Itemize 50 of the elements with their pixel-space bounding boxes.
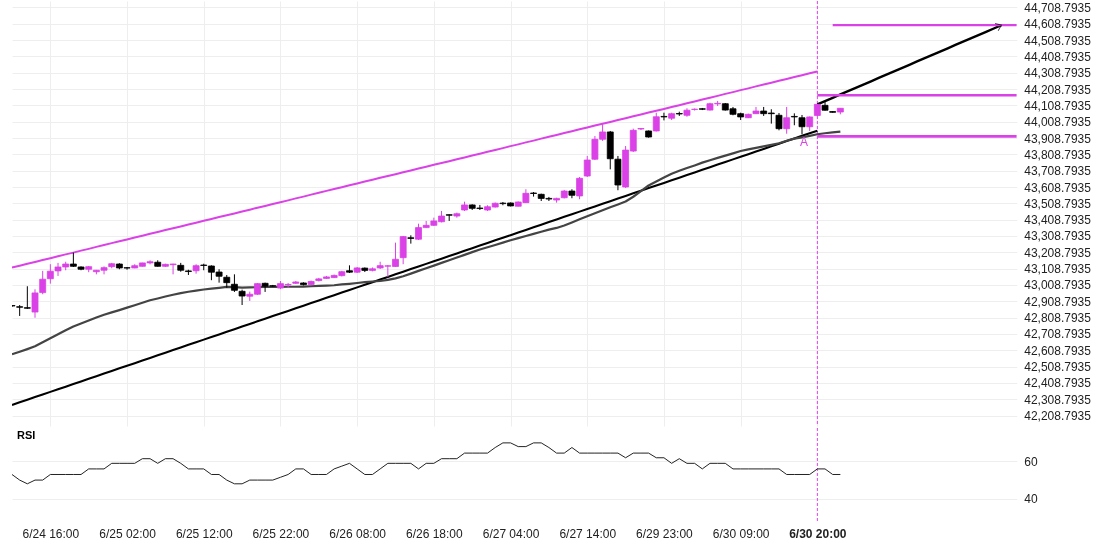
x-tick-label: 6/25 22:00 [252, 527, 310, 542]
candlestick [576, 176, 583, 200]
y-tick-label: 40 [1024, 492, 1038, 507]
y-tick-label: 42,508.7935 [1024, 360, 1092, 375]
y-tick-label: 44,508.7935 [1024, 33, 1092, 48]
x-tick-label: 6/26 08:00 [329, 527, 387, 542]
y-tick-label: 44,608.7935 [1024, 17, 1092, 32]
y-tick-label: 44,708.7935 [1024, 0, 1092, 15]
y-tick-label: 44,208.7935 [1024, 82, 1092, 97]
line-series [12, 130, 842, 356]
x-tick-label: 6/30 09:00 [712, 527, 770, 542]
candlestick [399, 235, 407, 265]
candlestick [691, 107, 699, 112]
y-tick-label: 42,708.7935 [1024, 327, 1092, 342]
y-tick-label: 44,108.7935 [1024, 98, 1092, 113]
y-tick-label: 42,808.7935 [1024, 311, 1092, 326]
y-tick-label: 42,308.7935 [1024, 392, 1092, 407]
y-tick-label: 42,608.7935 [1024, 343, 1092, 358]
y-tick-label: 42,908.7935 [1024, 294, 1092, 309]
y-tick-label: 44,308.7935 [1024, 66, 1092, 81]
y-tick-label: 43,608.7935 [1024, 180, 1092, 195]
y-tick-label: 43,008.7935 [1024, 278, 1092, 293]
x-tick-label: 6/25 12:00 [175, 527, 233, 542]
y-tick-label: 43,808.7935 [1024, 147, 1092, 162]
y-tick-label: 43,108.7935 [1024, 262, 1092, 277]
y-tick-label: 44,408.7935 [1024, 49, 1092, 64]
annotation: A [800, 135, 808, 149]
y-tick-label: 42,208.7935 [1024, 409, 1092, 424]
x-tick-label: 6/26 18:00 [406, 527, 463, 542]
y-tick-label: 43,208.7935 [1024, 245, 1092, 260]
x-tick-label: 6/27 04:00 [482, 527, 540, 542]
x-tick-label: 6/27 14:00 [559, 527, 617, 542]
y-tick-label: 60 [1024, 454, 1038, 469]
y-tick-label: 43,508.7935 [1024, 196, 1092, 211]
line-series [12, 442, 841, 485]
candlestick [783, 106, 791, 135]
candlestick [238, 289, 246, 306]
x-tick-label: 6/30 20:00 [789, 527, 847, 542]
x-tick-label: 6/29 23:00 [636, 527, 694, 542]
y-tick-label: 43,908.7935 [1024, 131, 1092, 146]
y-tick-label: 42,408.7935 [1024, 376, 1092, 391]
x-tick-label: 6/25 02:00 [99, 527, 157, 542]
y-tick-label: 44,008.7935 [1024, 115, 1092, 130]
chart-title: RSI [17, 429, 36, 442]
x-tick-label: 6/24 16:00 [22, 527, 80, 542]
y-tick-label: 43,708.7935 [1024, 164, 1092, 179]
y-tick-label: 43,408.7935 [1024, 213, 1092, 228]
y-tick-label: 43,308.7935 [1024, 229, 1092, 244]
candlestick [660, 112, 668, 121]
candlestick [652, 112, 660, 132]
